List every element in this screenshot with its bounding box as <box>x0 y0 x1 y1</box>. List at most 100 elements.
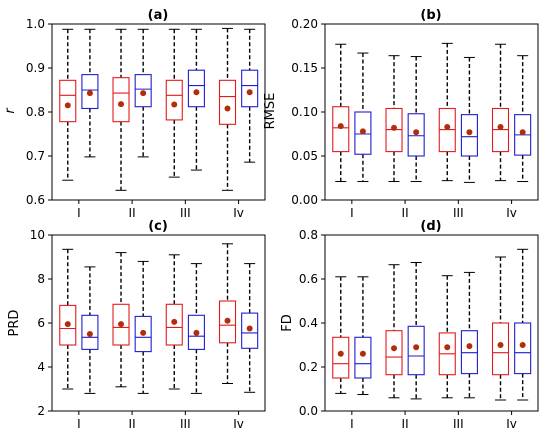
mean-marker <box>193 329 200 336</box>
box-iqr <box>59 79 77 123</box>
panel-b-ytick-label: 0.10 <box>291 105 318 119</box>
panel-d-xtick-label: Iv <box>506 417 517 431</box>
panel-c-xtick-label: II <box>129 417 136 431</box>
panel-b-ytick-label: 0.20 <box>291 17 318 31</box>
mean-marker <box>224 105 231 112</box>
panel-d-ylabel: FD <box>280 314 295 332</box>
box-iqr <box>332 106 350 153</box>
mean-marker <box>246 89 253 96</box>
box-iqr <box>112 77 130 123</box>
panel-a-box <box>187 28 205 171</box>
panel-c-box <box>59 248 77 390</box>
panel-c-ytick-label: 8 <box>37 272 45 286</box>
panel-d-xtick-label: I <box>350 417 354 431</box>
panel-c-title: (c) <box>148 219 168 234</box>
mean-marker <box>444 344 451 351</box>
mean-marker <box>497 342 504 348</box>
box-iqr <box>354 336 372 379</box>
mean-marker <box>246 325 253 332</box>
panel-b-box <box>438 42 456 182</box>
mean-marker <box>193 89 200 96</box>
box-iqr <box>385 330 403 376</box>
mean-marker <box>413 129 420 136</box>
mean-marker <box>140 90 147 97</box>
mean-marker <box>171 318 178 325</box>
box-iqr <box>241 69 259 108</box>
mean-marker <box>466 343 473 350</box>
panel-a-ytick-label: 1.0 <box>26 17 45 31</box>
panel-c-ytick-label: 6 <box>37 316 45 330</box>
panel-b-title: (b) <box>420 8 441 23</box>
mean-marker <box>466 129 473 136</box>
panel-d-ytick-label: 0.8 <box>299 228 318 242</box>
panel-c-ytick-label: 10 <box>30 228 45 242</box>
panel-b-plot: 0.000.050.100.150.20I II III Iv <box>291 17 539 220</box>
panel-d-box <box>385 264 403 399</box>
panel-c-box <box>218 243 237 384</box>
panel-d-plot: 0.00.20.40.60.8I II III Iv <box>299 228 539 431</box>
panel-b: (b) RMSE 0.000.050.100.150.20I II III Iv <box>263 8 539 220</box>
panel-b-ytick-label: 0.05 <box>291 149 318 163</box>
mean-marker <box>359 128 366 135</box>
panel-d-box <box>354 276 372 395</box>
panel-a-ytick-label: 0.6 <box>26 193 45 207</box>
panel-d-ytick-label: 0.4 <box>299 316 318 330</box>
panel-a-box <box>112 28 130 191</box>
mean-marker <box>497 123 504 130</box>
panel-c-box <box>187 263 205 394</box>
panel-c-ylabel: PRD <box>7 310 22 337</box>
panel-b-ytick-label: 0.00 <box>291 193 318 207</box>
panel-a-box <box>241 28 259 163</box>
panel-c-ytick-label: 2 <box>37 404 45 418</box>
box-iqr <box>460 114 478 157</box>
mean-marker <box>337 350 344 357</box>
mean-marker <box>118 101 125 108</box>
panel-a-xtick-label: II <box>129 206 136 220</box>
mean-marker <box>64 102 71 109</box>
panel-d-xtick-label: II <box>402 417 409 431</box>
panel-c-xtick-label: III <box>180 417 191 431</box>
panel-b-box <box>385 55 403 183</box>
panel-c-xtick-label: I <box>77 417 81 431</box>
panel-b-box <box>354 52 372 183</box>
panel-c-box <box>134 260 152 394</box>
panel-c-ytick-label: 4 <box>37 360 45 374</box>
mean-marker <box>519 342 526 348</box>
panel-a-box <box>134 28 152 158</box>
mean-marker <box>86 331 93 337</box>
panel-b-box <box>407 56 425 183</box>
box-iqr <box>187 69 205 108</box>
box-iqr <box>514 322 532 375</box>
box-iqr <box>165 79 183 121</box>
panel-c-box <box>112 252 130 388</box>
mean-marker <box>64 321 71 328</box>
panel-a-ytick-label: 0.8 <box>26 105 45 119</box>
panel-b-ytick-label: 0.15 <box>291 61 318 75</box>
panel-c-box <box>165 254 183 390</box>
panel-b-xtick-label: III <box>453 206 464 220</box>
panel-a-title: (a) <box>148 8 169 23</box>
panel-b-ylabel: RMSE <box>263 93 278 130</box>
mean-marker <box>224 317 231 324</box>
panel-a-ylabel: r <box>3 107 18 114</box>
panel-a: (a) r 0.60.70.80.91.0I II III Iv <box>3 8 266 220</box>
box-iqr <box>491 322 510 376</box>
panel-d-box <box>438 275 456 399</box>
panel-d-ytick-label: 0.2 <box>299 360 318 374</box>
mean-marker <box>444 123 451 130</box>
panel-d-title: (d) <box>420 219 441 234</box>
mean-marker <box>171 101 178 108</box>
mean-marker <box>118 321 125 328</box>
panel-d-box <box>491 256 510 401</box>
panel-d-box <box>460 271 478 399</box>
panel-d-box <box>407 262 425 400</box>
mean-marker <box>413 344 420 351</box>
mean-marker <box>391 124 398 131</box>
mean-marker <box>391 345 398 352</box>
panel-a-xtick-label: Iv <box>233 206 244 220</box>
panel-a-xtick-label: III <box>180 206 191 220</box>
panel-c-xtick-label: Iv <box>233 417 244 431</box>
panel-a-box <box>81 28 99 158</box>
